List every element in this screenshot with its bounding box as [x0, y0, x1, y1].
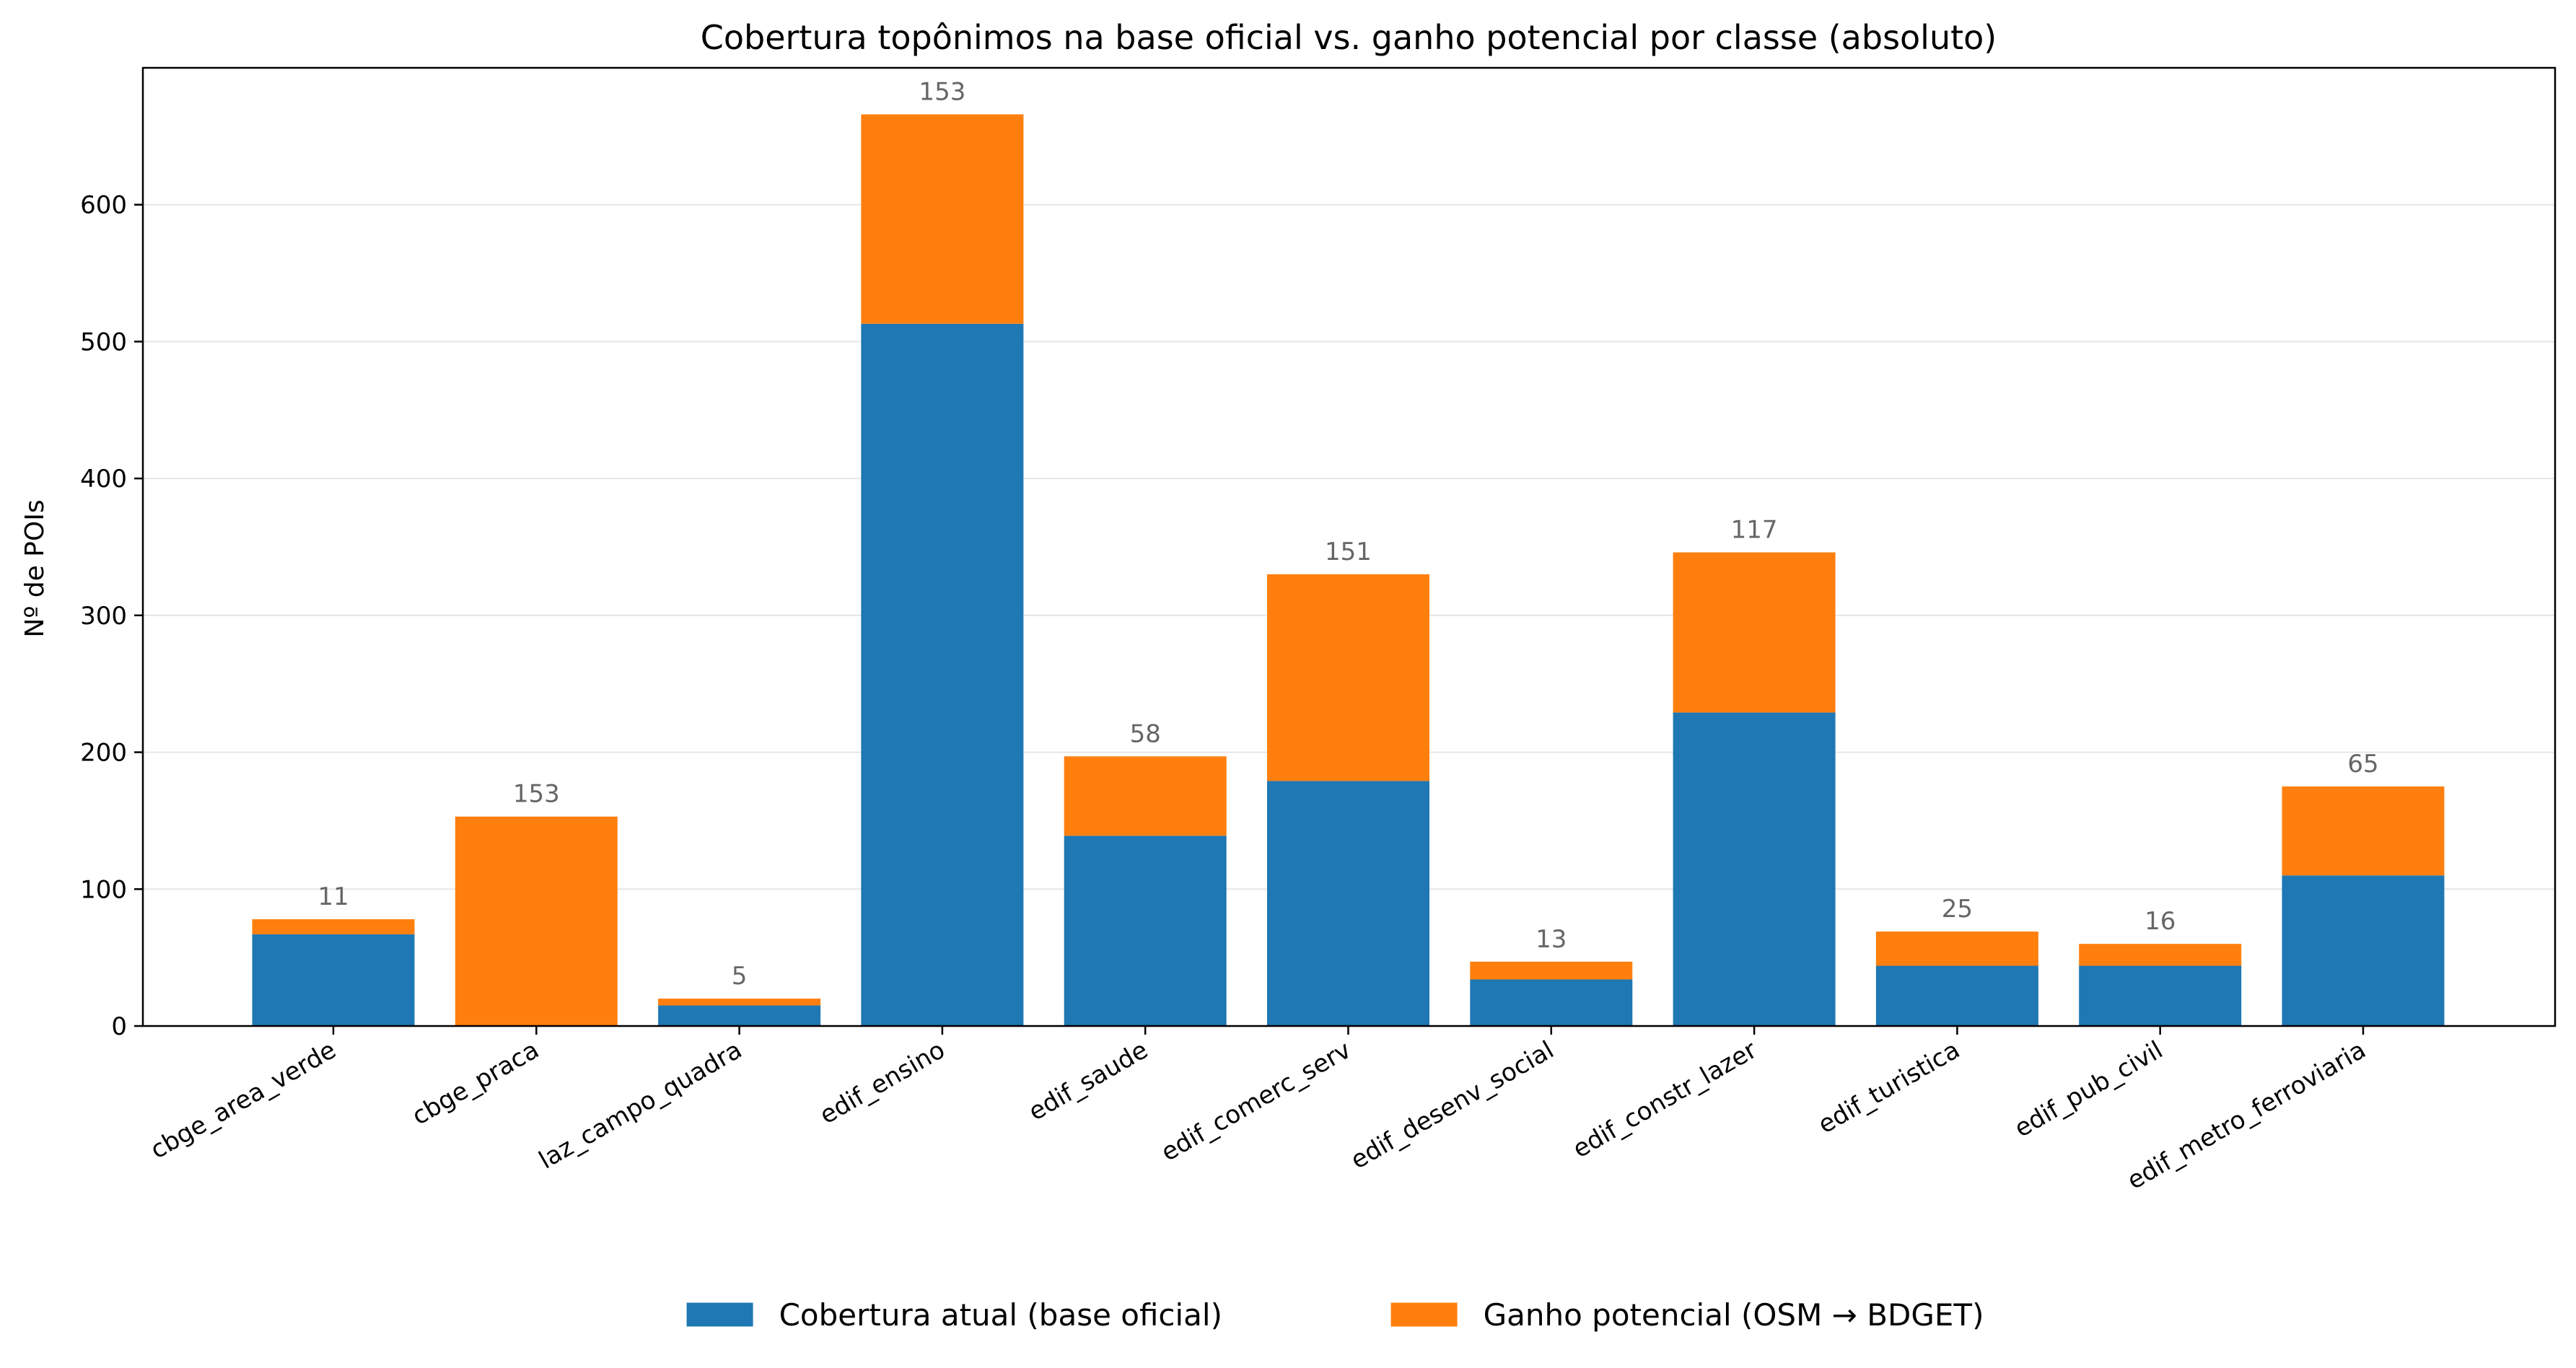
x-tick-label: edif_desenv_social	[1346, 1035, 1559, 1175]
legend-swatch-cobertura	[686, 1302, 753, 1327]
data-label: 65	[2347, 750, 2378, 779]
bar-cobertura-atual	[252, 934, 415, 1026]
bar-ganho-potencial	[1673, 552, 1836, 713]
bar-ganho-potencial	[861, 114, 1024, 324]
y-axis-label: Nº de POIs	[20, 499, 50, 637]
bar-ganho-potencial	[2282, 786, 2445, 876]
data-label: 151	[1325, 538, 1372, 566]
bar-cobertura-atual	[658, 1005, 821, 1026]
legend: Cobertura atual (base oficial) Ganho pote…	[686, 1297, 1984, 1333]
x-tick-label: edif_comerc_serv	[1157, 1035, 1356, 1167]
data-label: 153	[919, 78, 965, 107]
bar-ganho-potencial	[658, 999, 821, 1006]
x-tick-label: laz_campo_quadra	[534, 1035, 747, 1175]
data-label: 58	[1130, 719, 1161, 748]
data-label: 25	[1942, 895, 1973, 924]
y-tick-label: 300	[80, 602, 127, 631]
x-tick-label: edif_pub_civil	[2010, 1035, 2168, 1144]
data-label: 11	[317, 882, 349, 911]
y-tick-label: 400	[80, 465, 127, 494]
bar-cobertura-atual	[2282, 875, 2445, 1026]
legend-label-ganho: Ganho potencial (OSM → BDGET)	[1484, 1297, 1984, 1333]
bar-ganho-potencial	[252, 919, 415, 934]
bar-ganho-potencial	[1267, 574, 1429, 781]
y-tick-label: 500	[80, 328, 127, 356]
data-label: 5	[732, 962, 748, 991]
data-label: 13	[1535, 925, 1567, 954]
x-tick-label: edif_saude	[1024, 1035, 1153, 1126]
bar-cobertura-atual	[1470, 979, 1633, 1026]
x-tick-label: cbge_praca	[407, 1035, 543, 1131]
legend-label-cobertura: Cobertura atual (base oficial)	[779, 1297, 1222, 1333]
chart-title: Cobertura topônimos na base oficial vs. …	[701, 18, 1997, 57]
y-tick-label: 0	[111, 1012, 127, 1041]
bar-ganho-potencial	[2079, 944, 2242, 966]
bar-cobertura-atual	[1064, 836, 1227, 1026]
bar-cobertura-atual	[1875, 965, 2038, 1026]
data-label: 153	[513, 780, 560, 809]
bar-ganho-potencial	[455, 816, 618, 1026]
legend-swatch-ganho	[1390, 1302, 1458, 1327]
data-label: 117	[1731, 516, 1778, 545]
bars	[252, 114, 2445, 1026]
x-tick-label: edif_ensino	[815, 1035, 950, 1130]
x-tick-label: cbge_area_verde	[146, 1035, 341, 1165]
x-tick-label: edif_turistica	[1813, 1035, 1965, 1139]
bar-ganho-potencial	[1064, 756, 1227, 836]
y-tick-label: 100	[80, 875, 127, 904]
bar-cobertura-atual	[1267, 781, 1429, 1026]
y-tick-label: 200	[80, 739, 127, 768]
y-tick-label: 600	[80, 191, 127, 220]
x-axis: cbge_area_verde cbge_pracalaz_campo_quadr…	[146, 1026, 2371, 1196]
data-label: 16	[2145, 907, 2176, 936]
x-tick-label: edif_constr_lazer	[1568, 1035, 1762, 1164]
data-labels: 11 153 5 153 58 151 13 117 25 16 65	[317, 78, 2378, 991]
bar-cobertura-atual	[861, 323, 1024, 1026]
bar-ganho-potencial	[1470, 961, 1633, 980]
bar-ganho-potencial	[1875, 931, 2038, 966]
y-axis: 0 100 200 300 400 500 600	[80, 191, 143, 1041]
bar-cobertura-atual	[2079, 965, 2242, 1026]
bar-cobertura-atual	[1673, 712, 1836, 1026]
